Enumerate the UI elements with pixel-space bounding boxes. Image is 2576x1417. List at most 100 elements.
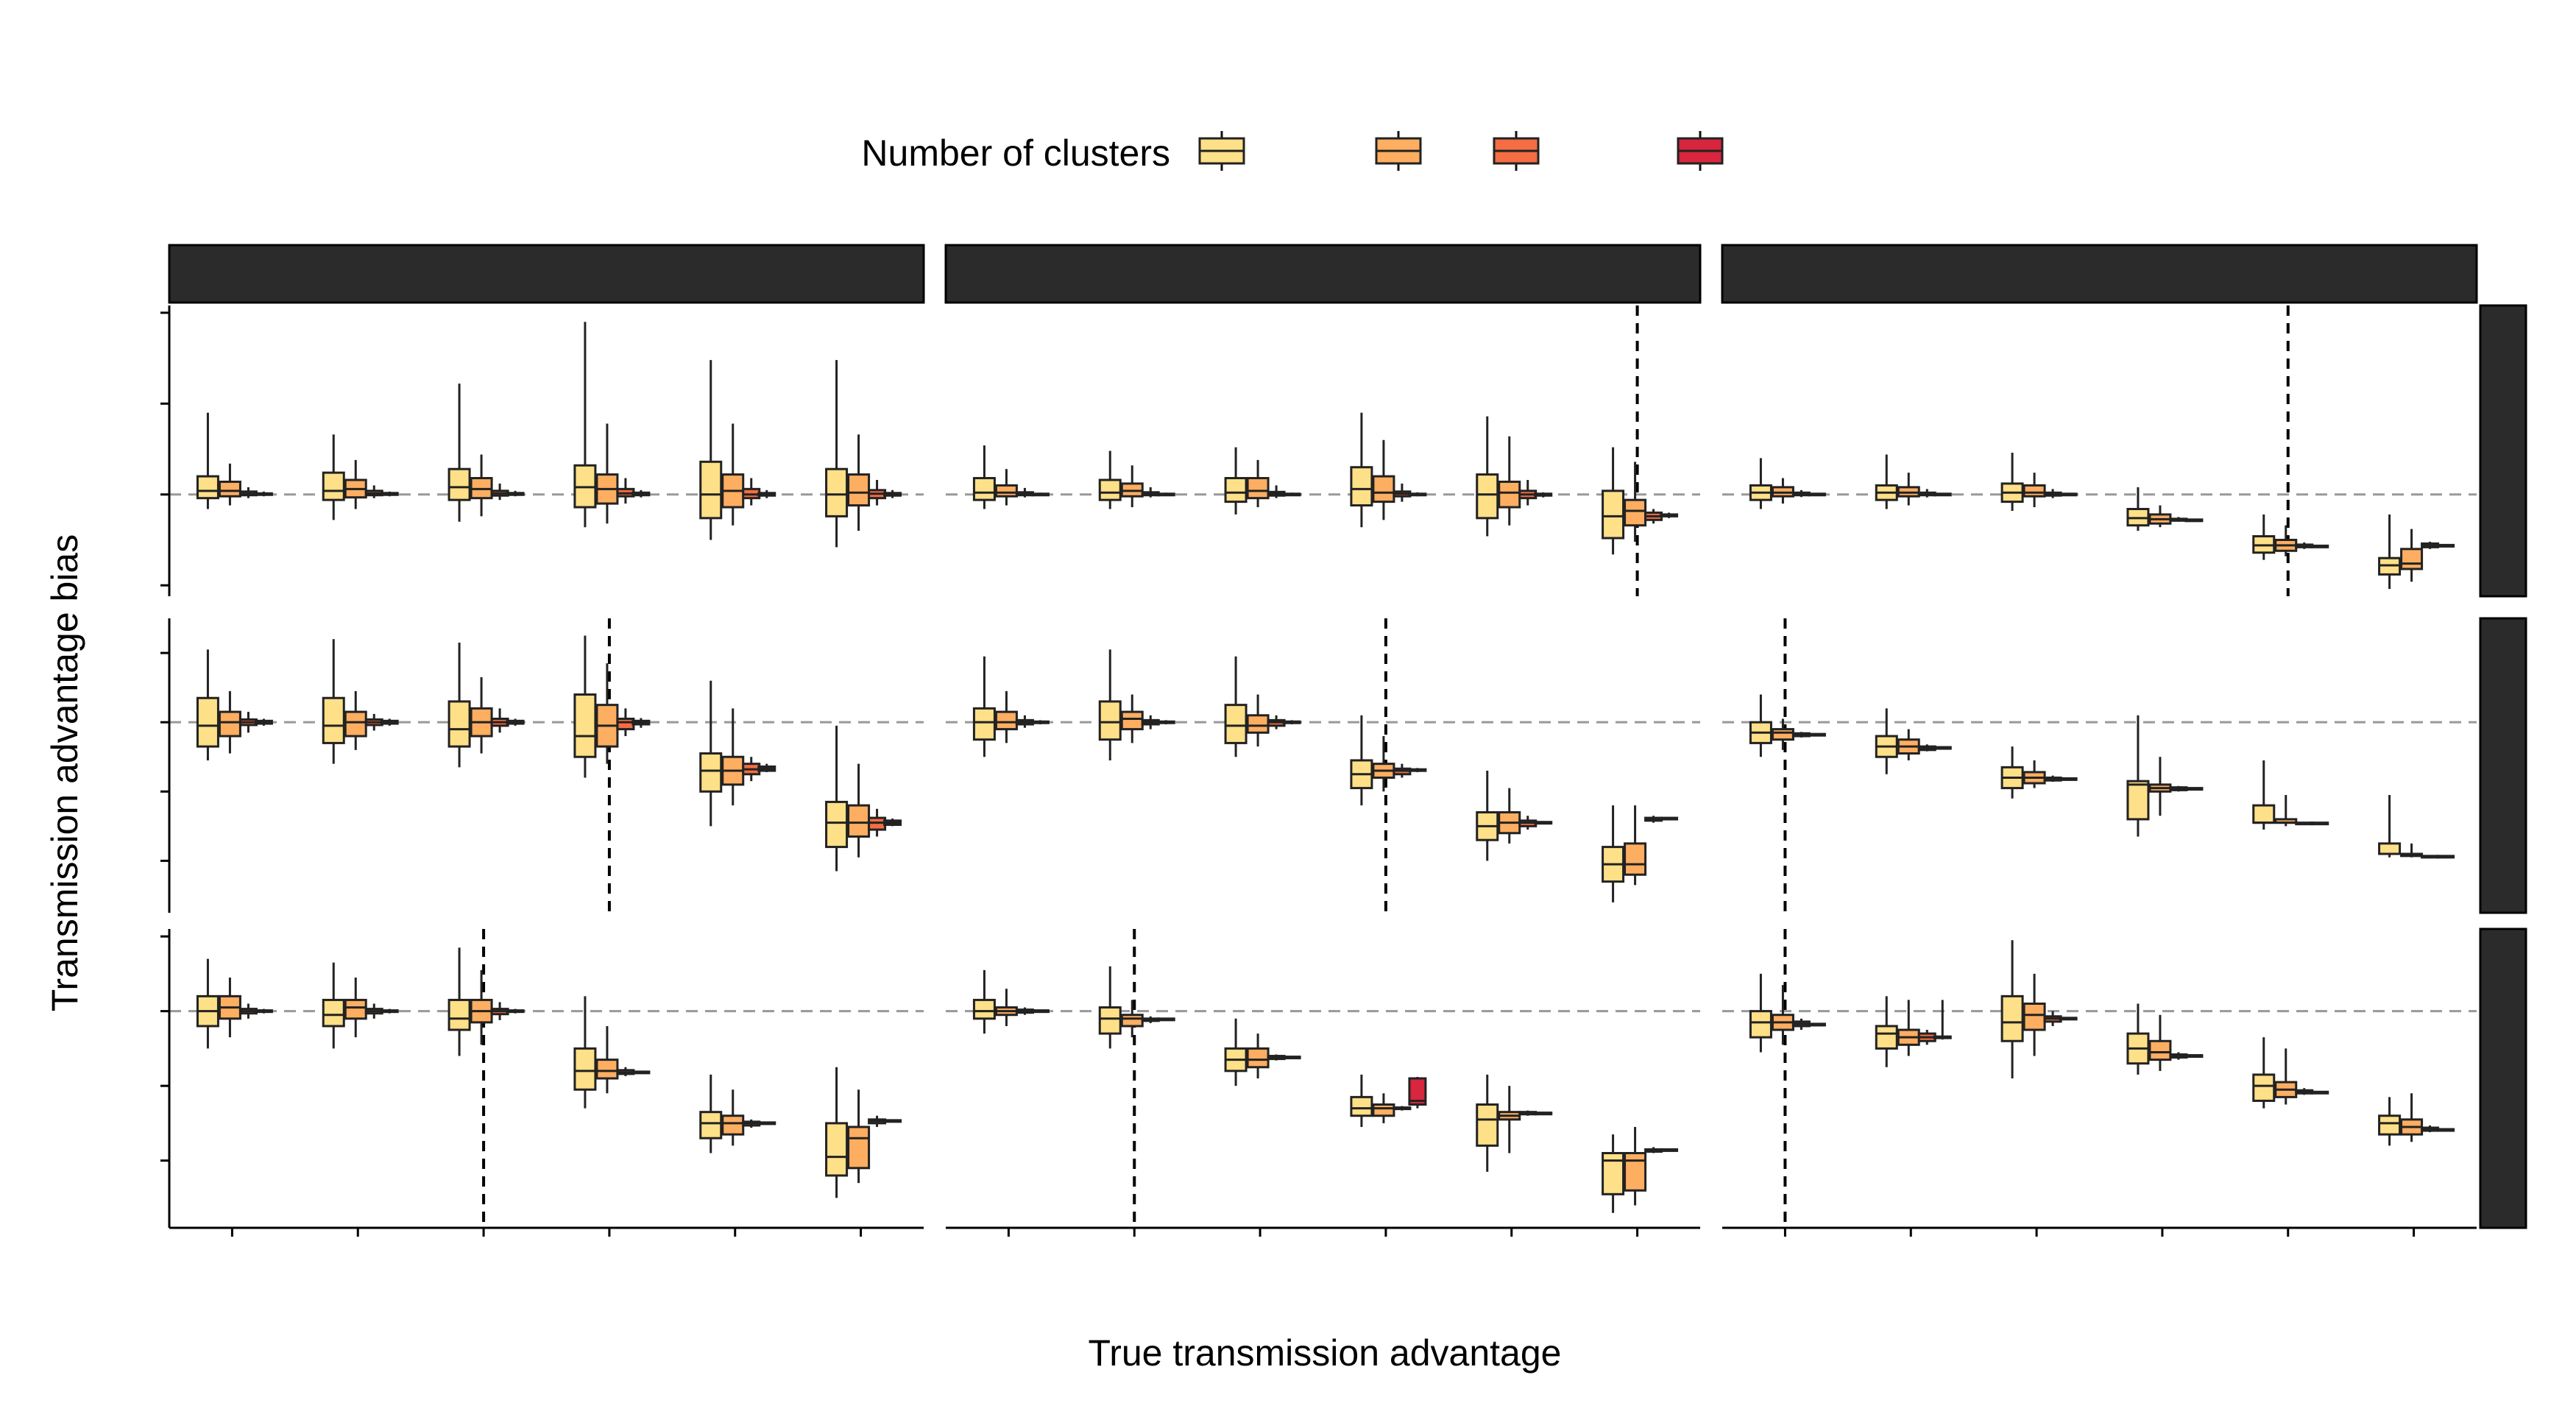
box-body	[196, 696, 219, 748]
box-body	[847, 473, 871, 507]
box-1000	[616, 708, 635, 736]
box-1000	[616, 478, 635, 504]
box-100	[1771, 718, 1794, 750]
box-body	[972, 477, 996, 501]
box-50	[447, 642, 471, 768]
box-1000	[2043, 775, 2062, 782]
box-body	[2378, 842, 2402, 855]
box-100	[1624, 1126, 1647, 1206]
legend-key-50	[1198, 131, 1245, 171]
box-50	[972, 656, 996, 757]
box-100	[1372, 736, 1395, 792]
box-5000	[1282, 492, 1301, 497]
box-50	[699, 680, 723, 827]
box-50	[1098, 649, 1122, 760]
box-5000	[2436, 543, 2455, 548]
box-100	[2274, 1048, 2298, 1105]
box-1000	[2421, 541, 2440, 549]
box-body	[1602, 1152, 1625, 1195]
box-1000	[1393, 1106, 1412, 1111]
box-50	[2000, 746, 2024, 799]
box-100	[2274, 795, 2298, 827]
box-1000	[1141, 487, 1160, 498]
box-5000	[1282, 720, 1301, 724]
box-1000	[1791, 490, 1811, 498]
box-50	[1224, 656, 1248, 757]
box-5000	[757, 490, 776, 498]
box-50	[2378, 795, 2402, 858]
box-100	[1246, 694, 1270, 747]
box-100	[2148, 757, 2172, 816]
box-body	[1498, 480, 1521, 509]
facet-strips	[168, 244, 2527, 1229]
box-1000	[1393, 483, 1412, 502]
box-body	[972, 707, 996, 741]
box-50	[322, 434, 345, 520]
box-5000	[1030, 720, 1050, 724]
box-1000	[1518, 480, 1538, 506]
box-5000	[2436, 1128, 2455, 1132]
box-body	[2023, 1003, 2046, 1031]
box-body	[2148, 1039, 2172, 1061]
box-1000	[238, 487, 258, 498]
box-5000	[1030, 1009, 1050, 1014]
facet-strip-col-1	[168, 244, 925, 304]
box-100	[994, 690, 1018, 743]
box-body	[972, 998, 996, 1020]
box-50	[2126, 487, 2150, 531]
box-50	[2126, 715, 2150, 837]
box-1000	[742, 478, 761, 506]
box-50	[1749, 694, 1772, 757]
box-100	[218, 977, 241, 1038]
box-50	[699, 360, 723, 540]
box-1000	[1791, 1018, 1811, 1031]
box-body	[1246, 714, 1270, 734]
box-1000	[1267, 485, 1286, 498]
box-5000	[1408, 1076, 1427, 1109]
box-1000	[1644, 509, 1663, 524]
box-5000	[2059, 1017, 2078, 1021]
box-50	[573, 635, 597, 778]
legend-title: Number of clusters	[861, 132, 1170, 174]
box-100	[2400, 843, 2424, 858]
box-100	[1624, 462, 1647, 542]
box-100	[2274, 525, 2298, 556]
axes	[160, 305, 2477, 1237]
box-1000	[2169, 1052, 2188, 1060]
box-1000	[1267, 715, 1286, 729]
box-50	[447, 947, 471, 1056]
box-50	[573, 996, 597, 1109]
panel-r2-c2	[946, 618, 1700, 913]
panel-r1-c2	[946, 305, 1700, 596]
box-5000	[1660, 816, 1679, 821]
box-body	[1408, 1077, 1427, 1106]
box-100	[994, 989, 1018, 1026]
box-body	[573, 1047, 597, 1091]
box-50	[825, 725, 849, 872]
box-5000	[380, 718, 399, 726]
box-50	[825, 1067, 849, 1198]
box-5000	[2059, 492, 2078, 497]
panel-r1-c3	[1722, 305, 2477, 596]
box-5000	[1534, 492, 1553, 498]
box-5000	[631, 718, 651, 728]
box-body	[447, 467, 471, 501]
box-5000	[631, 1070, 651, 1075]
box-100	[344, 690, 367, 750]
box-body	[218, 710, 241, 738]
box-100	[470, 969, 493, 1045]
box-1000	[868, 808, 887, 837]
box-body	[721, 1114, 745, 1136]
box-100	[218, 690, 241, 754]
box-50	[1875, 454, 1898, 509]
box-body	[847, 1126, 871, 1170]
box-body	[2378, 1114, 2402, 1136]
box-1000	[364, 1003, 383, 1019]
box-100	[344, 459, 367, 509]
facet-strip-bg	[1721, 244, 2478, 304]
box-body	[1246, 1047, 1270, 1069]
box-1000	[742, 1119, 761, 1128]
box-1000	[742, 757, 761, 782]
y-axis-row-2	[160, 618, 171, 913]
box-100	[1771, 985, 1794, 1045]
